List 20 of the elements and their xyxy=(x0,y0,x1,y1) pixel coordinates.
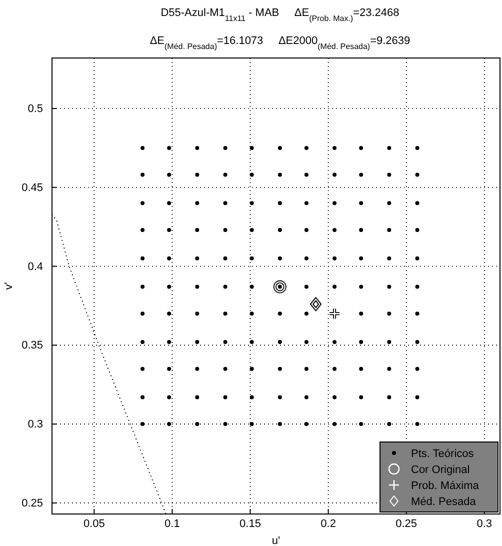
legend-label: Pts. Teóricos xyxy=(411,448,474,460)
x-tick-label: 0.3 xyxy=(476,518,492,530)
x-tick-label: 0.1 xyxy=(164,518,180,530)
chart-title: D55-Azul-M1$_{11x11}$ - MAB ΔE$_{(Prob. Max.)}$=23.2468 xyxy=(160,7,400,22)
y-tick-label: 0.45 xyxy=(22,182,43,194)
y-axis-title: v' xyxy=(3,282,15,290)
y-tick-label: 0.5 xyxy=(28,103,43,116)
y-tick-label: 0.35 xyxy=(22,340,43,352)
legend-label: Cor Original xyxy=(411,464,470,476)
chart-subtitle: ΔE$_{(Méd. Pesada)}$=16.1073 ΔE2000$_{(Méd. Pesada)}$=9.2639 xyxy=(150,35,410,50)
legend-label: Prob. Máxima xyxy=(411,480,480,492)
x-tick-label: 0.25 xyxy=(396,518,418,530)
x-tick-label: 0.15 xyxy=(240,518,261,530)
y-tick-label: 0.3 xyxy=(28,418,43,431)
x-tick-label: 0.2 xyxy=(320,518,336,530)
y-tick-label: 0.25 xyxy=(22,497,43,510)
x-tick-label: 0.05 xyxy=(83,518,105,530)
x-axis-title: u' xyxy=(272,535,280,546)
legend-label: Méd. Pesada xyxy=(411,496,477,508)
y-tick-label: 0.4 xyxy=(28,260,43,273)
